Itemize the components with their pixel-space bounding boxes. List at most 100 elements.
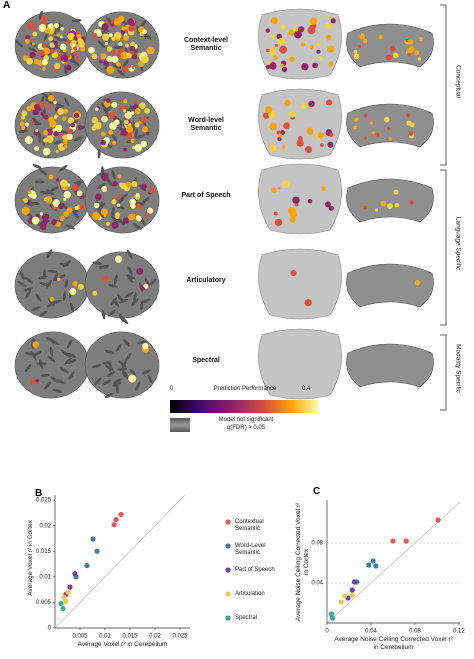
sulcus: [115, 343, 122, 352]
activation: [414, 280, 421, 286]
sulcus: [40, 373, 51, 377]
activation: [116, 194, 121, 199]
point: [94, 548, 100, 554]
colorbar-max: 0.4: [302, 386, 311, 392]
sulcus: [141, 369, 151, 375]
activation: [406, 48, 412, 55]
activation: [111, 140, 117, 146]
point: [328, 611, 334, 617]
activation: [106, 55, 113, 63]
x-axis-label: Average Noise Ceiling Corrected Voxel r²…: [334, 636, 453, 651]
activation: [265, 64, 271, 69]
point: [341, 593, 348, 599]
bracket: [440, 169, 447, 326]
activation: [123, 99, 128, 104]
activation: [388, 137, 392, 141]
activation: [306, 127, 314, 135]
activation: [52, 128, 56, 132]
activation: [100, 139, 106, 146]
activation: [26, 57, 33, 65]
activation: [72, 281, 78, 287]
activation: [106, 66, 115, 74]
activation: [296, 139, 304, 147]
activation: [409, 199, 415, 205]
cerebellum-flat: [258, 328, 342, 400]
sulcus: [55, 103, 65, 108]
activation: [60, 54, 69, 63]
group-label: Conceptual: [454, 65, 462, 98]
row-label: Word-level Semantic: [188, 117, 224, 132]
activation: [46, 135, 54, 143]
activation: [79, 204, 85, 210]
not-significant-swatch: [170, 418, 190, 432]
activation: [72, 46, 78, 51]
sulcus: [49, 346, 54, 357]
activation: [106, 46, 113, 52]
activation: [113, 17, 122, 26]
y-tick-label: 0.02: [39, 523, 51, 529]
activation: [21, 110, 28, 117]
activation: [127, 64, 132, 68]
legend-label: Spectral: [235, 615, 258, 621]
activation: [32, 31, 38, 37]
point: [435, 517, 441, 523]
activation: [135, 192, 140, 197]
sulcus: [52, 272, 59, 282]
activation: [353, 50, 358, 54]
activation: [392, 52, 399, 59]
activation: [27, 22, 35, 30]
activation: [393, 189, 399, 195]
activation: [48, 174, 54, 180]
activation: [93, 202, 100, 209]
activation: [112, 180, 118, 187]
activation: [111, 55, 119, 63]
activation: [358, 44, 362, 49]
activation: [266, 48, 270, 53]
cerebellum-3d: [346, 178, 434, 223]
point: [349, 592, 355, 598]
activation: [92, 33, 98, 39]
activation: [42, 147, 51, 156]
activation: [124, 111, 133, 119]
sulcus: [117, 117, 123, 127]
legend-text: q(FDR) > 0.05: [226, 425, 266, 431]
activation: [320, 143, 324, 148]
activation: [116, 61, 121, 67]
sulcus: [108, 309, 116, 317]
panel-label: A: [3, 0, 11, 11]
sulcus: [131, 298, 139, 307]
sulcus: [94, 377, 102, 386]
activation: [274, 43, 278, 48]
activation: [108, 111, 116, 119]
activation: [120, 29, 126, 35]
activation: [53, 131, 59, 137]
sulcus: [110, 297, 117, 306]
y-tick-label: 0.025: [36, 498, 52, 504]
activation: [23, 198, 29, 203]
activation: [288, 110, 296, 118]
activation: [110, 23, 114, 27]
activation: [128, 213, 135, 221]
activation: [101, 173, 109, 181]
activation: [273, 211, 278, 216]
activation: [113, 116, 118, 120]
activation: [120, 51, 129, 60]
sulcus: [125, 353, 132, 362]
point: [84, 562, 90, 569]
activation: [73, 112, 80, 118]
activation: [265, 106, 273, 114]
activation: [35, 27, 39, 31]
x-tick-label: 0.12: [453, 629, 465, 635]
sulcus: [31, 306, 41, 311]
activation: [130, 41, 136, 48]
activation: [75, 43, 79, 48]
activation: [371, 131, 375, 135]
activation: [273, 55, 278, 60]
sulcus: [112, 381, 122, 387]
activation: [38, 49, 45, 56]
sulcus: [54, 24, 64, 30]
sulcus: [125, 274, 136, 280]
sulcus: [51, 299, 62, 304]
sulcus: [139, 19, 147, 28]
activation: [363, 205, 368, 210]
